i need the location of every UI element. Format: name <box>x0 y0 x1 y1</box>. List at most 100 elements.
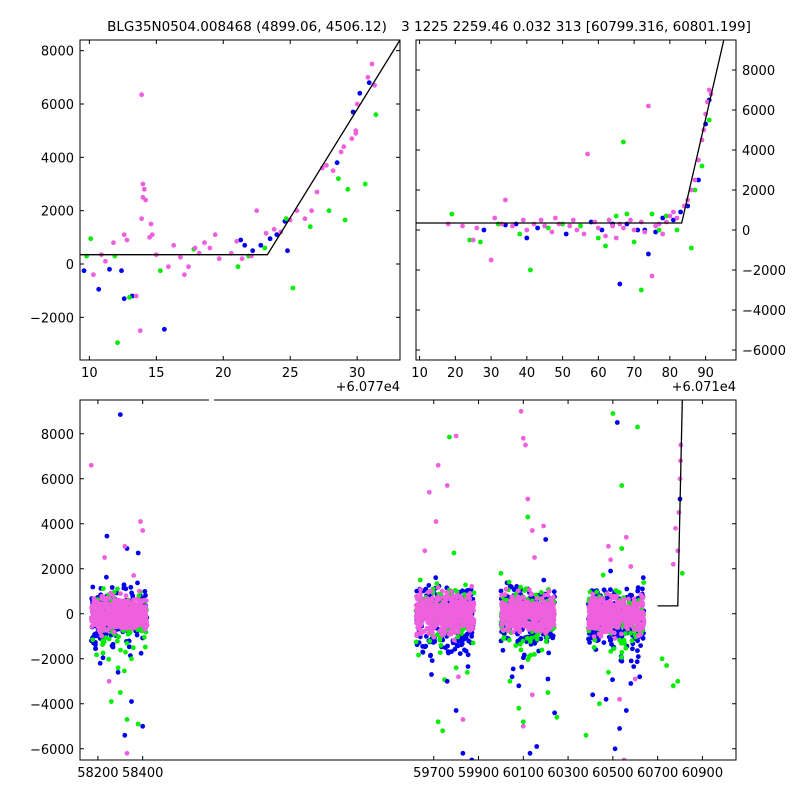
point-magenta <box>106 596 112 601</box>
point-green <box>538 590 544 595</box>
point-magenta <box>521 595 526 600</box>
point-green <box>141 634 147 640</box>
point-magenta <box>544 623 550 628</box>
point-magenta <box>149 232 155 238</box>
point-blue <box>599 227 605 233</box>
point-magenta <box>429 610 435 616</box>
point-magenta <box>112 597 117 603</box>
point-green <box>679 570 685 576</box>
point-magenta <box>590 624 595 630</box>
point-green <box>554 714 560 720</box>
point-magenta <box>460 717 466 722</box>
y-tick-label: −4000 <box>742 304 786 319</box>
point-magenta <box>635 615 640 621</box>
point-magenta <box>514 609 520 615</box>
point-magenta <box>439 588 445 594</box>
point-magenta <box>692 177 698 183</box>
point-magenta <box>671 209 676 215</box>
point-blue <box>429 672 434 677</box>
point-green <box>452 588 458 593</box>
point-magenta <box>529 692 535 698</box>
point-magenta <box>120 607 126 612</box>
point-magenta <box>123 603 129 608</box>
point-blue <box>285 248 290 254</box>
point-magenta <box>450 628 456 634</box>
point-magenta <box>469 618 474 624</box>
point-magenta <box>103 605 109 611</box>
plot-area <box>88 400 685 760</box>
point-magenta <box>611 630 617 636</box>
point-green <box>94 652 99 658</box>
point-magenta <box>432 604 438 609</box>
point-magenta <box>132 604 138 610</box>
point-magenta <box>447 604 453 610</box>
point-magenta <box>529 605 535 611</box>
point-magenta <box>455 613 461 618</box>
x-tick-label: 30 <box>483 366 500 381</box>
point-magenta <box>593 618 598 623</box>
point-magenta <box>444 590 450 595</box>
point-magenta <box>621 600 627 606</box>
point-blue <box>433 575 439 581</box>
point-magenta <box>453 433 459 439</box>
plot-area <box>416 40 725 293</box>
point-magenta <box>631 596 637 602</box>
point-green <box>513 643 519 648</box>
point-magenta <box>510 223 515 229</box>
point-blue <box>538 636 544 642</box>
point-magenta <box>538 217 544 223</box>
point-magenta <box>638 219 644 225</box>
point-green <box>435 632 440 638</box>
point-magenta <box>429 629 435 635</box>
point-magenta <box>465 607 471 613</box>
point-green <box>130 645 136 651</box>
point-magenta <box>550 620 556 626</box>
point-green <box>467 237 472 243</box>
point-blue <box>460 750 466 756</box>
point-magenta <box>416 626 422 632</box>
point-magenta <box>137 613 143 618</box>
point-magenta <box>130 626 135 632</box>
point-blue <box>267 236 273 242</box>
point-magenta <box>529 528 535 533</box>
point-green <box>90 637 96 643</box>
point-magenta <box>447 631 452 637</box>
point-magenta <box>641 618 647 624</box>
point-magenta <box>567 223 573 229</box>
point-magenta <box>118 616 123 622</box>
point-green <box>307 224 313 230</box>
point-blue <box>590 692 596 698</box>
point-blue <box>678 209 683 215</box>
point-magenta <box>640 622 646 628</box>
point-magenta <box>607 625 613 631</box>
point-magenta <box>516 620 522 626</box>
point-magenta <box>525 496 531 502</box>
point-magenta <box>544 615 550 620</box>
point-blue <box>628 681 634 686</box>
point-green <box>656 227 662 233</box>
point-green <box>114 638 120 644</box>
point-magenta <box>451 637 457 643</box>
point-magenta <box>706 87 712 93</box>
point-magenta <box>178 254 183 260</box>
point-magenta <box>148 221 154 227</box>
title-right: 3 1225 2259.46 0.032 313 [60799.316, 608… <box>401 19 751 35</box>
y-tick-label: 8000 <box>742 64 775 79</box>
x-tick-label: 10 <box>81 366 98 381</box>
point-blue <box>135 550 141 556</box>
point-magenta <box>585 151 590 157</box>
point-blue <box>100 655 106 661</box>
point-magenta <box>488 257 494 263</box>
point-magenta <box>503 586 509 592</box>
point-green <box>621 139 626 145</box>
point-blue <box>138 650 144 656</box>
point-green <box>688 245 694 251</box>
point-magenta <box>549 229 555 235</box>
point-blue <box>527 750 533 756</box>
point-blue <box>640 575 646 581</box>
point-green <box>664 663 669 668</box>
x-tick-label: 15 <box>148 366 165 381</box>
point-blue <box>629 592 634 598</box>
point-green <box>123 649 128 655</box>
